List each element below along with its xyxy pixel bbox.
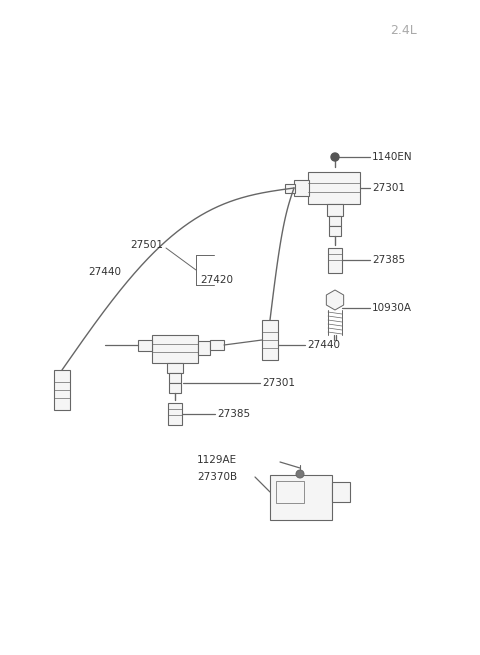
Bar xyxy=(54,370,70,410)
Bar xyxy=(329,216,341,226)
Text: 27370B: 27370B xyxy=(197,472,237,482)
Polygon shape xyxy=(326,290,344,310)
Text: 27301: 27301 xyxy=(372,183,405,193)
Bar xyxy=(262,320,278,360)
Text: 27385: 27385 xyxy=(217,409,250,419)
Bar xyxy=(294,180,309,196)
Text: 10930A: 10930A xyxy=(372,303,412,313)
Bar xyxy=(329,226,341,236)
Bar xyxy=(332,482,350,502)
Bar xyxy=(270,475,332,520)
Bar xyxy=(285,184,295,193)
Bar xyxy=(168,403,182,425)
Bar xyxy=(152,335,198,363)
Bar xyxy=(169,373,181,383)
Bar xyxy=(327,204,343,216)
Text: 27440: 27440 xyxy=(307,340,340,350)
Bar xyxy=(169,383,181,393)
Bar xyxy=(276,481,304,503)
Text: 2.4L: 2.4L xyxy=(390,24,417,37)
Bar xyxy=(308,172,360,204)
Text: 27440: 27440 xyxy=(88,267,121,277)
Bar xyxy=(210,340,224,350)
Text: 27420: 27420 xyxy=(200,275,233,285)
Bar xyxy=(328,248,342,273)
Text: 27501: 27501 xyxy=(130,240,163,250)
Circle shape xyxy=(296,470,304,478)
Text: 27385: 27385 xyxy=(372,255,405,265)
Bar xyxy=(167,363,183,373)
Bar xyxy=(138,340,152,351)
Text: 1129AE: 1129AE xyxy=(197,455,237,465)
Circle shape xyxy=(331,153,339,161)
Text: 1140EN: 1140EN xyxy=(372,152,413,162)
Bar xyxy=(198,341,210,355)
Text: 27301: 27301 xyxy=(262,378,295,388)
